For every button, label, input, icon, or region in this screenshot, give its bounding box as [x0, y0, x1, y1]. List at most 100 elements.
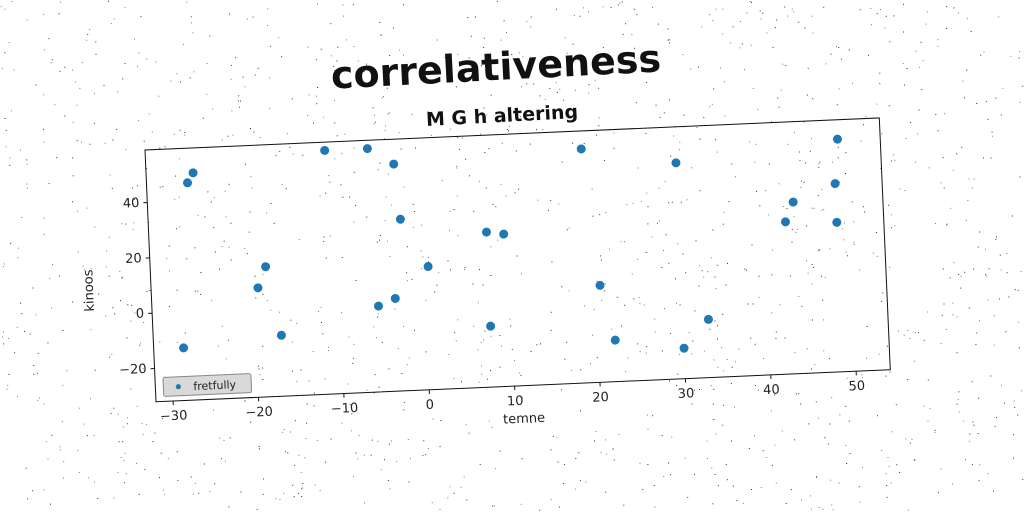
- noise-speck: [890, 214, 892, 216]
- noise-speck: [692, 340, 694, 342]
- noise-speck: [919, 66, 921, 68]
- noise-speck: [999, 254, 1001, 256]
- noise-speck: [119, 270, 121, 272]
- noise-speck: [905, 138, 907, 139]
- noise-speck: [373, 123, 375, 125]
- noise-speck: [51, 434, 53, 436]
- noise-speck: [246, 18, 248, 20]
- noise-speck: [798, 295, 800, 297]
- noise-speck: [669, 42, 671, 44]
- noise-speck: [831, 504, 833, 506]
- noise-speck: [827, 443, 829, 445]
- noise-speck: [848, 420, 850, 422]
- noise-speck: [703, 117, 705, 119]
- noise-speck: [384, 220, 386, 222]
- noise-speck: [774, 394, 776, 396]
- noise-speck: [987, 118, 989, 120]
- noise-speck: [913, 460, 915, 461]
- noise-speck: [811, 508, 812, 510]
- noise-speck: [146, 167, 148, 169]
- data-point: [362, 144, 372, 154]
- noise-speck: [1006, 272, 1008, 274]
- noise-speck: [731, 440, 732, 442]
- noise-speck: [695, 240, 697, 242]
- noise-speck: [254, 74, 256, 76]
- noise-speck: [652, 6, 653, 8]
- noise-speck: [996, 417, 997, 419]
- noise-speck: [17, 396, 18, 398]
- noise-speck: [758, 275, 760, 277]
- noise-speck: [575, 488, 577, 490]
- noise-speck: [21, 313, 23, 315]
- noise-speck: [334, 100, 335, 102]
- noise-speck: [853, 221, 855, 223]
- noise-speck: [121, 276, 123, 278]
- noise-speck: [214, 483, 216, 485]
- noise-speck: [200, 272, 202, 273]
- noise-speck: [711, 257, 713, 259]
- y-tick-label: 40: [122, 196, 139, 212]
- noise-speck: [42, 128, 44, 130]
- noise-speck: [771, 464, 773, 466]
- noise-speck: [522, 56, 524, 58]
- noise-speck: [787, 15, 789, 17]
- noise-speck: [458, 148, 460, 150]
- noise-speck: [799, 160, 801, 162]
- noise-speck: [250, 421, 252, 423]
- noise-speck: [428, 261, 429, 263]
- noise-speck: [645, 252, 647, 253]
- noise-speck: [845, 405, 847, 407]
- noise-speck: [275, 155, 277, 157]
- noise-speck: [294, 420, 296, 422]
- noise-speck: [316, 439, 318, 441]
- noise-speck: [403, 401, 405, 403]
- noise-speck: [588, 84, 590, 86]
- noise-speck: [810, 495, 811, 497]
- noise-speck: [330, 438, 332, 440]
- noise-speck: [598, 117, 600, 119]
- noise-speck: [377, 440, 379, 442]
- noise-speck: [664, 308, 665, 310]
- noise-speck: [564, 463, 566, 465]
- noise-speck: [625, 23, 627, 25]
- noise-speck: [622, 33, 624, 35]
- noise-speck: [730, 383, 732, 384]
- noise-speck: [291, 98, 293, 100]
- noise-speck: [778, 106, 780, 108]
- noise-speck: [588, 11, 589, 13]
- noise-speck: [186, 1, 188, 3]
- noise-speck: [477, 302, 479, 304]
- x-tick-label: 0: [425, 398, 434, 413]
- noise-speck: [785, 503, 787, 504]
- noise-speck: [146, 58, 148, 60]
- noise-speck: [6, 388, 8, 390]
- noise-speck: [207, 191, 209, 193]
- noise-speck: [650, 54, 652, 56]
- noise-speck: [63, 477, 64, 479]
- noise-speck: [511, 54, 513, 55]
- noise-speck: [690, 68, 692, 70]
- noise-speck: [94, 369, 96, 371]
- noise-speck: [148, 221, 150, 223]
- noise-speck: [821, 188, 823, 190]
- noise-speck: [194, 247, 196, 249]
- noise-speck: [59, 446, 61, 448]
- noise-speck: [184, 332, 186, 334]
- noise-speck: [192, 32, 194, 34]
- noise-speck: [563, 483, 565, 484]
- noise-speck: [716, 264, 718, 266]
- data-point: [830, 179, 840, 189]
- noise-speck: [996, 236, 997, 238]
- noise-speck: [687, 496, 689, 498]
- axis-ticks: −30 −20 −10 0 10 20 30 40 50 −20 0 20 40: [119, 196, 866, 425]
- noise-speck: [305, 438, 307, 439]
- noise-speck: [95, 41, 97, 43]
- noise-speck: [791, 241, 793, 243]
- noise-speck: [378, 386, 380, 388]
- noise-speck: [278, 37, 280, 39]
- noise-speck: [388, 112, 390, 114]
- noise-speck: [777, 97, 779, 99]
- noise-speck: [501, 345, 502, 347]
- noise-speck: [520, 503, 522, 505]
- noise-speck: [16, 326, 18, 328]
